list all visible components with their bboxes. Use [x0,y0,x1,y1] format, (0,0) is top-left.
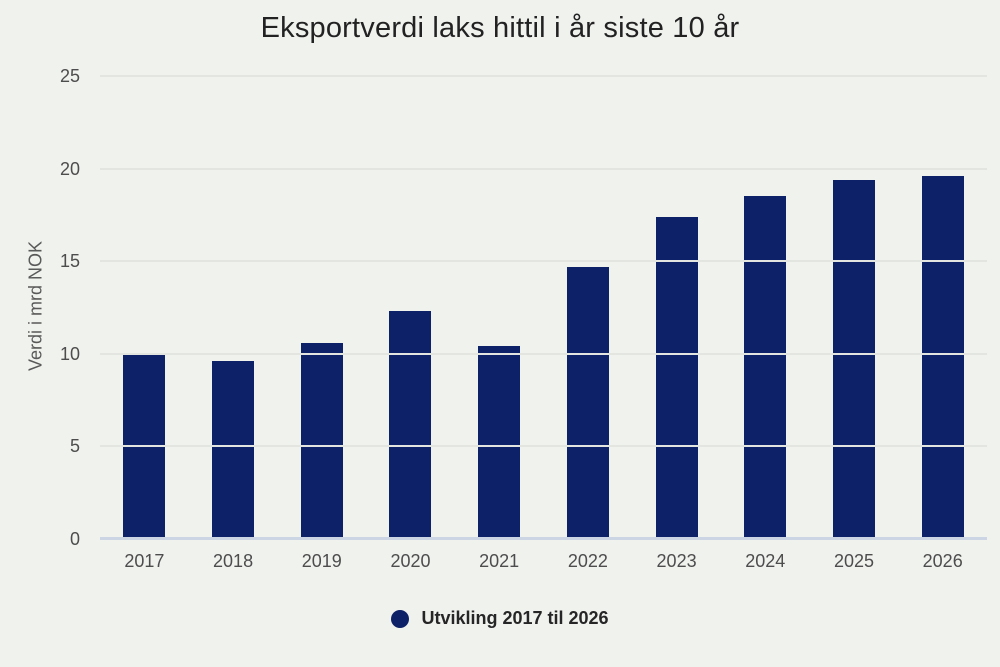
y-axis-ticks: 0 5 10 15 20 25 [0,66,80,549]
bar-2022 [566,266,609,539]
y-tick-label: 20 [59,158,80,179]
x-tick-label: 2020 [390,551,431,571]
bar-slot [810,76,899,539]
x-tick-label: 2022 [567,551,608,571]
y-tick-label: 25 [59,66,80,86]
bar-2020 [389,311,432,539]
legend-label: Utvikling 2017 til 2026 [421,608,609,628]
bar-2018 [212,361,255,539]
legend: Utvikling 2017 til 2026 [0,608,1000,629]
bar-2021 [478,346,521,539]
bar-slot [632,76,721,539]
bar-slot [455,76,544,539]
gridline [100,167,987,170]
bar-slot [544,76,633,539]
gridline [100,75,987,77]
legend-marker-icon [391,609,410,628]
x-tick-label: 2025 [833,551,874,571]
y-tick-label: 5 [69,436,80,457]
x-tick-label: 2018 [213,551,254,571]
x-tick-label: 2026 [922,551,963,571]
y-tick-label: 0 [69,529,80,549]
x-tick-label: 2017 [124,551,165,571]
bar-2023 [655,216,698,539]
x-tick-label: 2024 [745,551,786,571]
bar-slot [189,76,278,539]
plot-area [100,75,987,540]
bars-row [100,76,987,539]
bar-slot [366,76,455,539]
x-axis-labels: 2017 2018 2019 2020 2021 2022 2023 2024 2025 2026 [100,551,987,572]
bar-slot [721,76,810,539]
gridline [100,260,987,263]
bar-slot [898,76,987,539]
gridline [100,445,987,448]
bar-slot [100,76,189,539]
x-axis-baseline [100,537,987,540]
bar-2024 [744,196,787,539]
bar-2026 [921,176,964,539]
bar-2019 [300,342,343,539]
y-tick-label: 10 [59,343,80,364]
bar-2025 [832,179,875,539]
x-tick-label: 2023 [656,551,697,571]
bar-slot [277,76,366,539]
x-tick-label: 2021 [479,551,520,571]
chart-title: Eksportverdi laks hittil i år siste 10 å… [260,12,740,44]
gridline [100,352,987,355]
y-tick-label: 15 [59,251,80,272]
x-tick-label: 2019 [301,551,342,571]
